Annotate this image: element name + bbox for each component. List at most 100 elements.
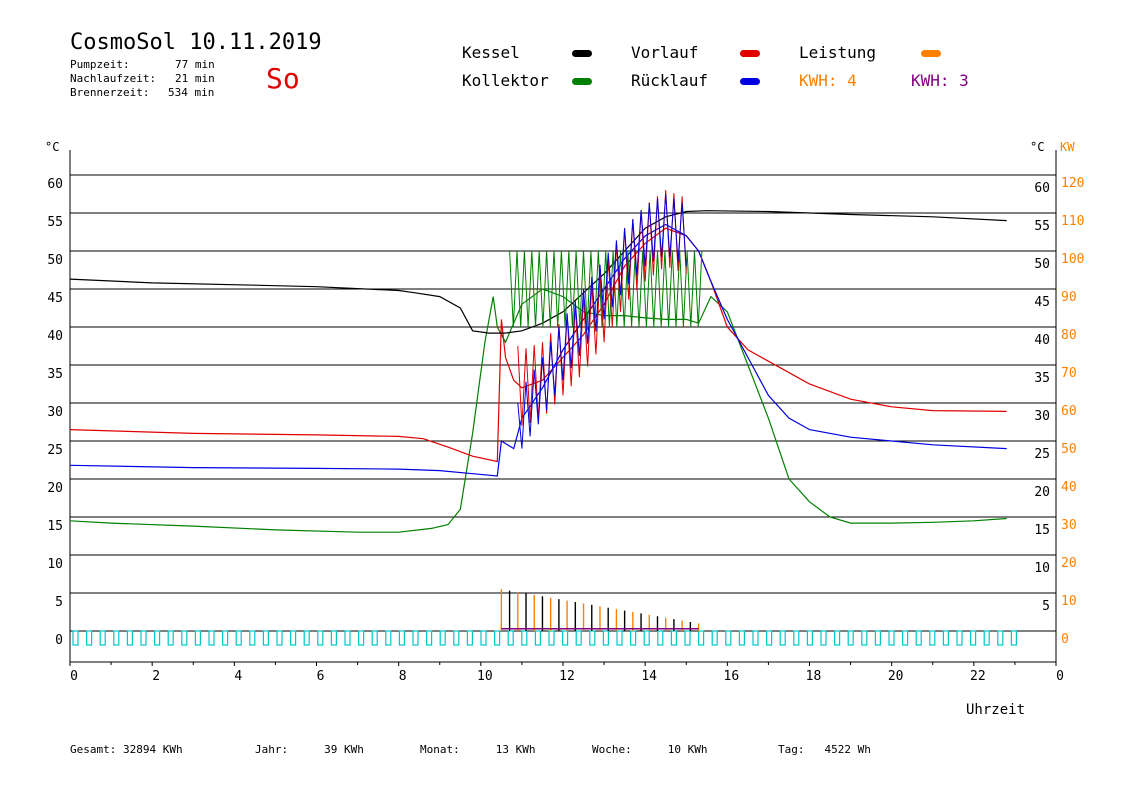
pump-marker	[548, 630, 555, 646]
power-tick-label: 60	[1061, 404, 1077, 419]
pump-marker	[629, 630, 637, 646]
pump-marker	[874, 630, 882, 646]
y-tick-right-label: 25	[1034, 447, 1050, 462]
y-tick-label: 45	[47, 291, 63, 306]
x-tick-label: 2	[152, 669, 160, 684]
y-tick-right-label: 15	[1034, 523, 1050, 538]
pump-marker	[888, 630, 895, 646]
legend-kollektor: Kollektor	[462, 71, 549, 90]
pump-marker	[194, 630, 201, 646]
pump-marker	[956, 630, 963, 646]
pump-marker	[901, 630, 909, 646]
pump-marker	[969, 630, 977, 646]
power-tick-label: 70	[1061, 366, 1077, 381]
pump-marker	[126, 630, 134, 646]
y-tick-label: 60	[47, 177, 63, 192]
grid-lines	[69, 150, 1057, 663]
pump-marker	[643, 630, 650, 646]
chart-title: CosmoSol 10.11.2019	[70, 30, 322, 55]
y-tick-label: 25	[47, 443, 63, 458]
legend-kessel-swatch	[572, 50, 592, 57]
pump-marker	[330, 630, 337, 646]
x-tick-label: 10	[477, 669, 493, 684]
pump-marker	[466, 630, 473, 646]
pump-marker	[575, 630, 582, 646]
power-tick-label: 50	[1061, 442, 1077, 457]
pump-marker	[847, 630, 854, 646]
pump-marker	[738, 630, 746, 646]
power-tick-label: 120	[1061, 176, 1084, 191]
legend-ruecklauf: Rücklauf	[631, 71, 709, 90]
y-tick-right-label: 5	[1042, 599, 1050, 614]
pump-marker	[181, 630, 188, 646]
y-tick-right-label: 55	[1034, 219, 1050, 234]
pump-marker	[602, 630, 610, 646]
y-tick-right-label: 45	[1034, 295, 1050, 310]
power-tick-label: 0	[1061, 632, 1069, 647]
pump-marker	[99, 630, 106, 646]
legend-leistung-swatch	[921, 50, 941, 57]
pump-marker	[385, 630, 392, 646]
pump-marker	[154, 630, 161, 646]
stat-pumpzeit: Pumpzeit: 77 min	[70, 58, 215, 71]
power-tick-label: 80	[1061, 328, 1077, 343]
power-tick-label: 20	[1061, 556, 1077, 571]
y-axis-unit-left: °C	[45, 140, 59, 154]
power-tick-label: 110	[1061, 214, 1084, 229]
y-tick-right-label: 35	[1034, 371, 1050, 386]
pump-marker	[711, 630, 718, 646]
y-tick-label: 20	[47, 481, 63, 496]
legend-kollektor-swatch	[572, 78, 592, 85]
x-tick-label: 22	[970, 669, 986, 684]
x-tick-label: 0	[70, 669, 78, 684]
x-tick-label: 16	[724, 669, 740, 684]
pump-marker	[697, 630, 705, 646]
x-tick-label: 6	[317, 669, 325, 684]
y-tick-right-label: 50	[1034, 257, 1050, 272]
legend-leistung: Leistung	[799, 43, 877, 62]
power-axis-unit: KW	[1060, 140, 1075, 154]
ruecklauf-oscillation	[517, 193, 687, 449]
y-tick-label: 35	[47, 367, 63, 382]
footer-jahr: Jahr: 39 KWh	[255, 743, 364, 756]
pump-marker	[412, 630, 419, 646]
y-tick-right-label: 30	[1034, 409, 1050, 424]
pump-marker	[439, 630, 446, 646]
power-tick-label: 90	[1061, 290, 1077, 305]
pump-marker	[276, 630, 283, 646]
x-tick-label: 8	[399, 669, 407, 684]
pump-marker	[371, 630, 378, 646]
pump-marker	[616, 630, 623, 646]
pump-marker	[942, 630, 950, 646]
pump-marker	[398, 630, 405, 646]
pump-marker	[861, 630, 868, 646]
pump-marker	[426, 630, 433, 646]
pump-marker	[290, 630, 297, 646]
y-tick-label: 30	[47, 405, 63, 420]
pump-marker	[113, 630, 120, 646]
y-axis-unit-right: °C	[1030, 140, 1044, 154]
pump-marker	[983, 630, 990, 646]
pump-marker	[806, 630, 814, 646]
pump-marker	[208, 630, 215, 646]
pump-marker	[317, 630, 324, 646]
pump-marker	[249, 630, 256, 646]
stat-nachlaufzeit: Nachlaufzeit: 21 min	[70, 72, 215, 85]
pump-marker	[222, 630, 229, 646]
y-tick-label: 55	[47, 215, 63, 230]
pump-marker	[521, 630, 528, 646]
vorlauf-oscillation	[517, 190, 687, 426]
y-tick-right-label: 20	[1034, 485, 1050, 500]
pump-marker	[262, 630, 269, 646]
pump-marker	[344, 630, 351, 646]
pump-marker	[453, 630, 460, 646]
y-tick-label: 5	[55, 595, 63, 610]
y-tick-label: 40	[47, 329, 63, 344]
power-tick-label: 40	[1061, 480, 1077, 495]
kollektor-oscillation	[509, 250, 703, 328]
x-tick-label: 4	[234, 669, 242, 684]
pump-marker	[303, 630, 310, 646]
weekday-label: So	[266, 62, 300, 95]
pump-marker	[561, 630, 569, 646]
